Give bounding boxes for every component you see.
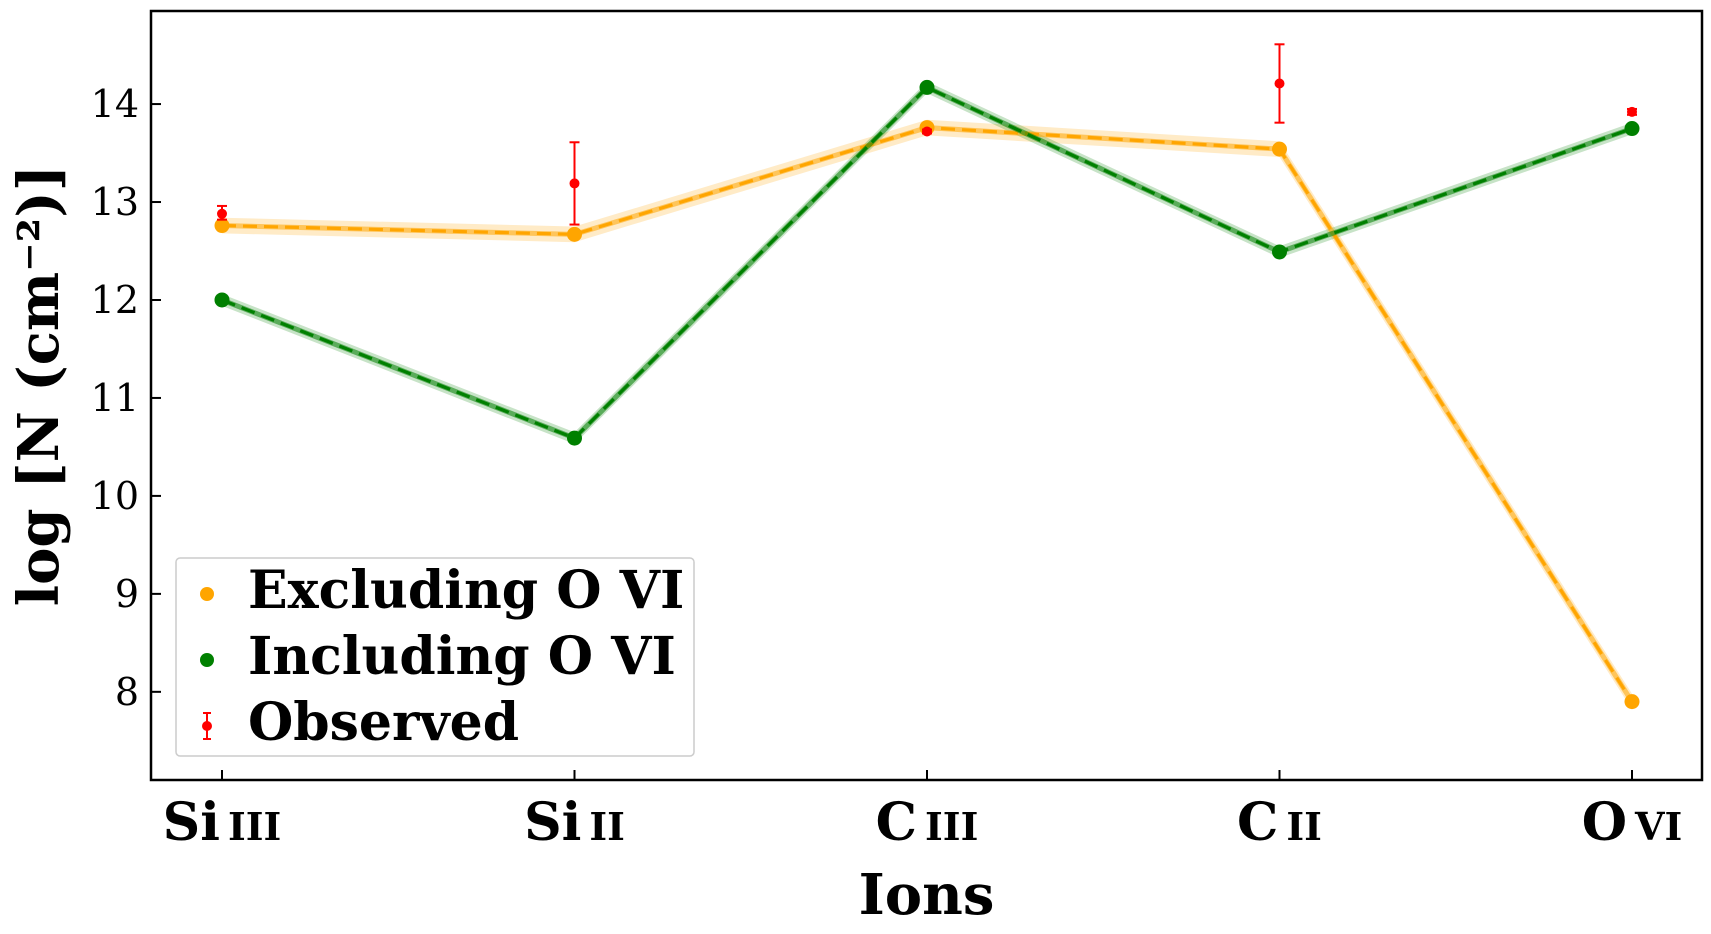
- series-point: [919, 79, 935, 95]
- y-tick-label: 12: [91, 278, 139, 322]
- legend-marker: [202, 721, 212, 731]
- x-tick-label: C II: [1237, 792, 1322, 853]
- series-point: [1624, 694, 1640, 710]
- legend-box: [175, 557, 695, 757]
- observed-point: [922, 126, 932, 137]
- legend-label: Observed: [248, 692, 519, 753]
- legend-marker: [200, 587, 214, 601]
- series-line: [221, 84, 1633, 442]
- observed-point: [217, 208, 227, 219]
- legend-label: Including O VI: [248, 626, 676, 687]
- observed-point: [1627, 106, 1637, 117]
- observed-point: [1274, 78, 1285, 89]
- x-tick-label: Si II: [524, 792, 625, 853]
- y-tick-label: 8: [115, 670, 139, 714]
- series-point: [567, 430, 582, 446]
- series-line-dashed: [221, 85, 1633, 440]
- observed-points: [217, 43, 1637, 226]
- series-point: [1272, 244, 1287, 260]
- x-axis-label: Ions: [859, 862, 995, 928]
- y-axis-label: log [N (cm⁻²)]: [6, 165, 72, 606]
- y-tick-label: 13: [91, 180, 139, 224]
- y-tick-label: 10: [91, 474, 139, 518]
- y-axis-ticks: 8 9 10 11 12 13 14: [91, 82, 161, 714]
- x-tick-label: Si III: [163, 792, 282, 853]
- legend-label: Excluding O VI: [248, 560, 684, 621]
- y-tick-label: 11: [91, 376, 139, 420]
- x-tick-label: O VI: [1582, 792, 1683, 853]
- series-point: [1624, 121, 1640, 137]
- y-tick-label: 14: [91, 82, 139, 126]
- series-point: [214, 292, 230, 308]
- series-point: [567, 226, 582, 242]
- x-tick-label: C III: [876, 792, 979, 853]
- legend-marker: [200, 653, 214, 667]
- observed-point: [569, 178, 580, 189]
- y-tick-label: 9: [115, 572, 139, 616]
- x-axis-ticks: Si III Si II C III C II O VI: [163, 770, 1683, 853]
- series-point: [214, 218, 230, 234]
- series-point: [1272, 141, 1287, 157]
